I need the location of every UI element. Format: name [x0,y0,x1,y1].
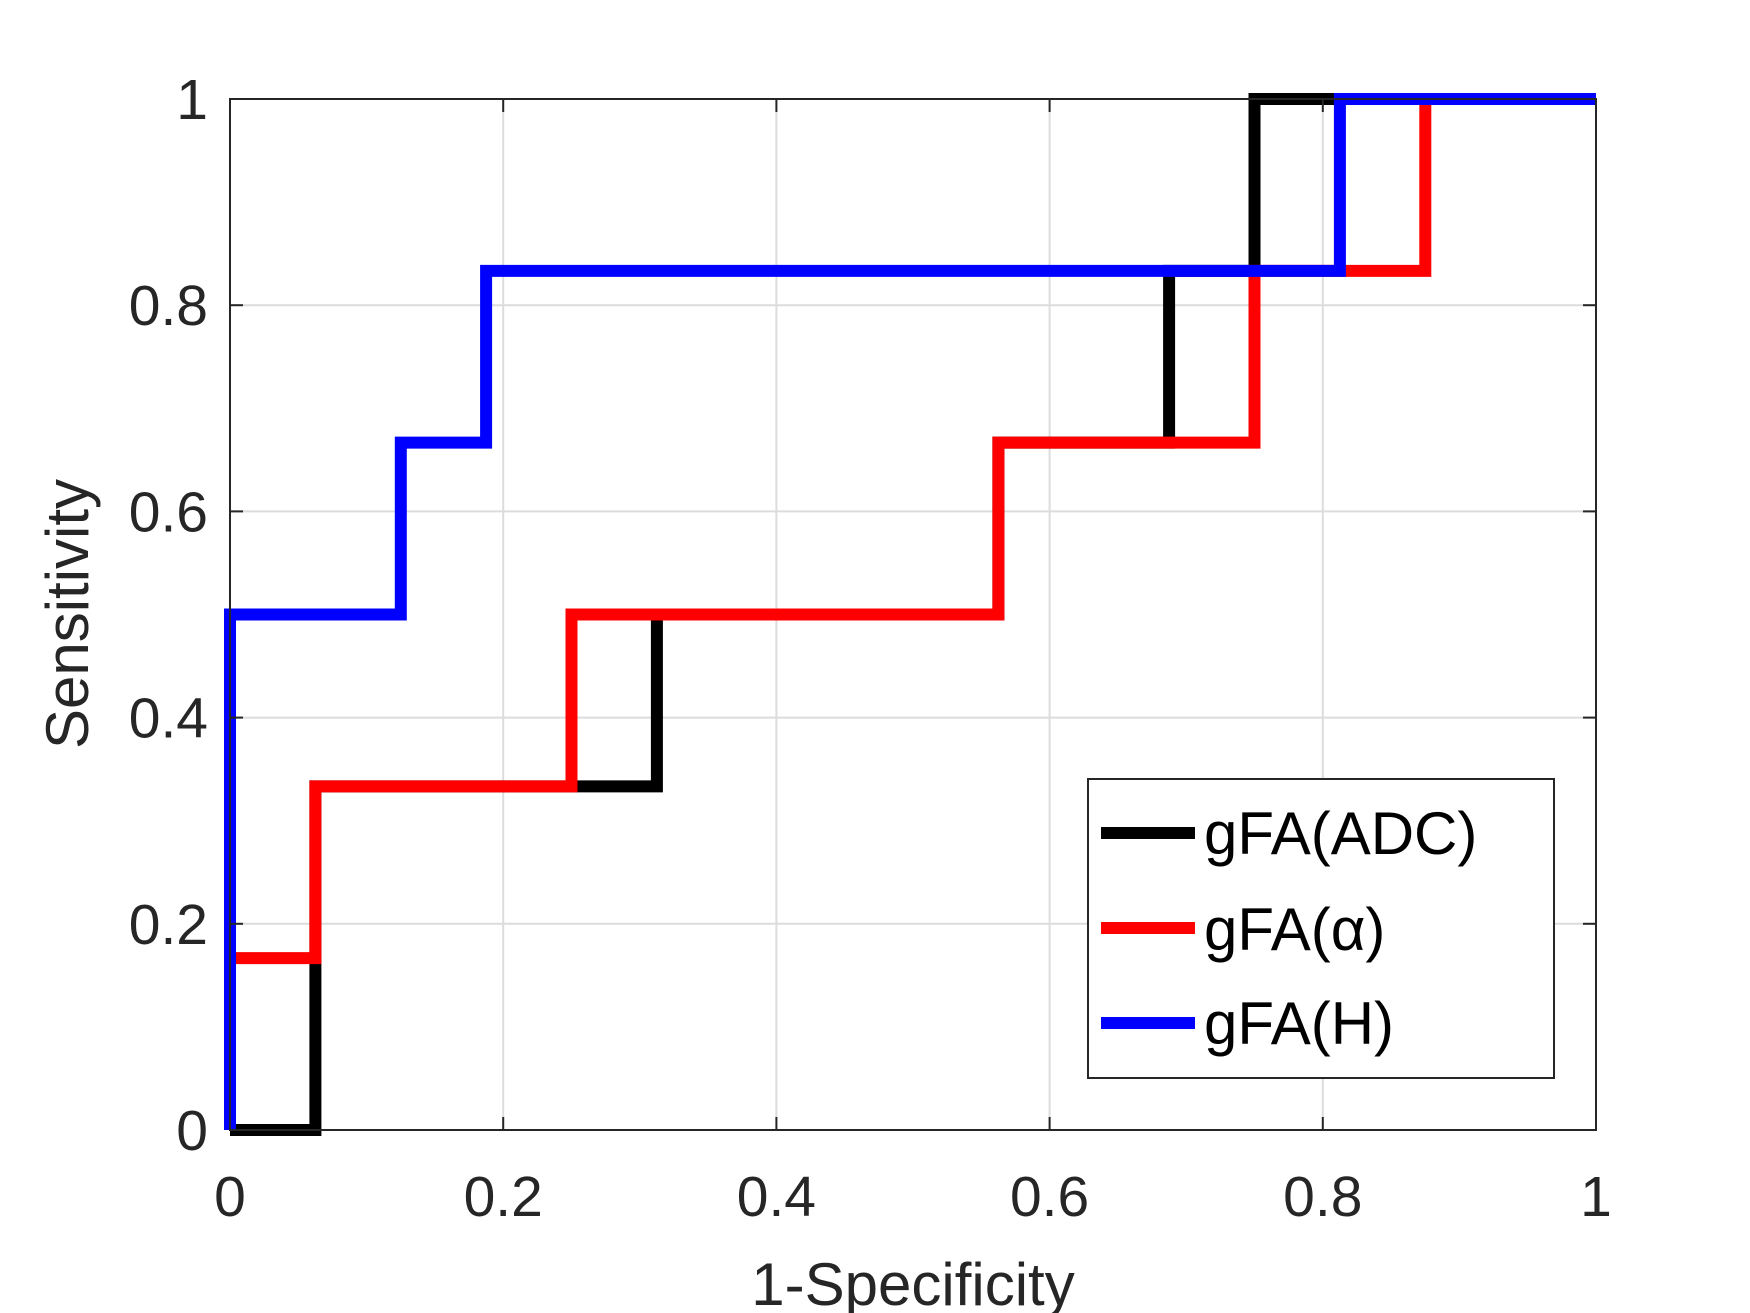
y-tick-label: 0.8 [129,274,208,338]
y-tick-label: 0 [176,1099,208,1163]
tick-marks [229,98,1597,1131]
tick-labels: 0 0.2 0.4 0.6 0.8 1 0 0.2 0.4 0.6 0.8 1 [129,68,1612,1229]
x-tick-label: 0.2 [464,1165,543,1229]
x-axis-label: 1-Specificity [751,1251,1074,1313]
legend-label-h: gFA(H) [1204,990,1394,1057]
series-layer [224,93,1596,1136]
series-gfa-h-line [224,93,1596,1130]
x-tick-label: 0 [214,1165,246,1229]
y-tick-label: 1 [176,68,208,132]
legend: gFA(ADC) gFA(α) gFA(H) [1087,778,1555,1079]
legend-label-alpha: gFA(α) [1204,896,1385,963]
x-tick-label: 0.8 [1283,1165,1362,1229]
y-tick-label: 0.4 [129,687,208,751]
x-tick-label: 0.6 [1010,1165,1089,1229]
plot-frame [229,98,1597,1131]
y-axis-label: Sensitivity [34,479,101,749]
legend-label-adc: gFA(ADC) [1204,800,1477,867]
y-tick-label: 0.2 [129,893,208,957]
y-tick-label: 0.6 [129,480,208,544]
x-tick-label: 0.4 [737,1165,816,1229]
series-gfa-alpha-line [230,93,1596,965]
x-tick-label: 1 [1580,1165,1612,1229]
